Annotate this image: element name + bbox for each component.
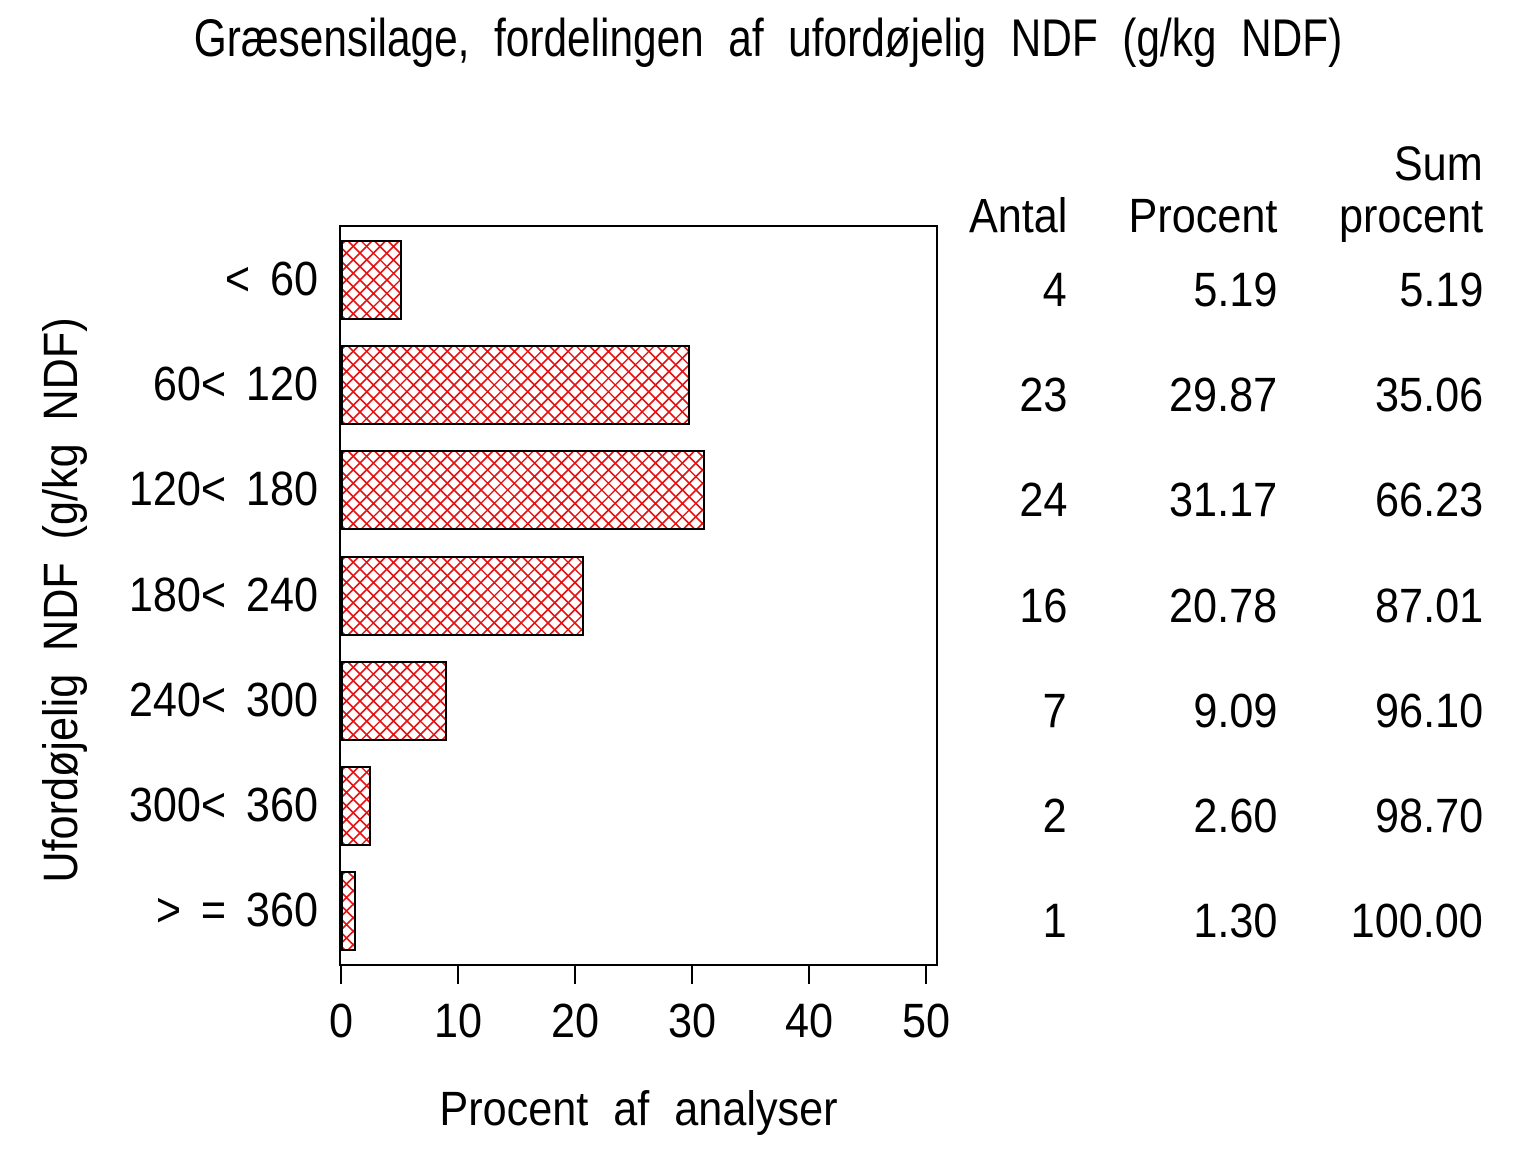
table-cell-sum: 96.10 <box>1374 684 1483 738</box>
x-tick-mark <box>690 966 693 984</box>
table-cell-antal: 1 <box>1042 895 1067 949</box>
bar <box>341 555 584 636</box>
bar <box>341 239 402 320</box>
table-cell-sum: 35.06 <box>1374 368 1483 422</box>
table-cell-antal: 7 <box>1042 684 1067 738</box>
table-cell-sum: 100.00 <box>1350 895 1483 949</box>
category-label: 240< 300 <box>128 673 318 727</box>
x-axis-label: Procent af analyser <box>439 1083 838 1136</box>
category-label: 180< 240 <box>128 568 318 622</box>
table-header-sum-line1: Sum <box>1394 138 1483 191</box>
table-cell-procent: 31.17 <box>1168 474 1277 528</box>
table-cell-procent: 9.09 <box>1192 684 1277 738</box>
bar <box>341 766 372 847</box>
bar <box>341 344 691 425</box>
table-cell-antal: 4 <box>1042 263 1067 317</box>
table-cell-sum: 66.23 <box>1374 474 1483 528</box>
x-tick-label: 40 <box>784 995 833 1048</box>
x-tick-mark <box>340 966 342 984</box>
x-tick-label: 50 <box>901 995 950 1048</box>
category-label: 120< 180 <box>128 463 318 517</box>
table-cell-procent: 5.19 <box>1192 263 1277 317</box>
table-cell-procent: 2.60 <box>1192 790 1277 844</box>
x-tick-label: 10 <box>433 995 482 1048</box>
table-header-antal: Antal <box>968 190 1067 243</box>
x-tick-mark <box>456 966 459 984</box>
x-tick-label: 30 <box>667 995 716 1048</box>
table-cell-antal: 16 <box>1018 579 1067 633</box>
x-tick-mark <box>807 966 810 984</box>
category-label: 300< 360 <box>128 779 318 833</box>
x-tick-label: 0 <box>328 995 354 1048</box>
table-cell-antal: 24 <box>1018 474 1067 528</box>
table-cell-sum: 5.19 <box>1398 263 1483 317</box>
x-tick-label: 20 <box>550 995 599 1048</box>
x-tick-mark <box>573 966 576 984</box>
bar <box>341 871 357 952</box>
table-cell-procent: 20.78 <box>1168 579 1277 633</box>
table-header-sum-line2: procent <box>1338 190 1483 243</box>
bar <box>341 450 706 531</box>
table-cell-antal: 23 <box>1018 368 1067 422</box>
table-cell-sum: 98.70 <box>1374 790 1483 844</box>
chart-title: Græsensilage, fordelingen af ufordøjelig… <box>193 9 1343 68</box>
table-cell-procent: 29.87 <box>1168 368 1277 422</box>
category-label: > = 360 <box>155 884 318 938</box>
table-cell-antal: 2 <box>1042 790 1067 844</box>
bar <box>341 660 448 741</box>
category-label: 60< 120 <box>152 357 318 411</box>
x-tick-mark <box>924 966 927 984</box>
category-label: < 60 <box>224 252 318 306</box>
table-cell-sum: 87.01 <box>1374 579 1483 633</box>
table-header-procent: Procent <box>1128 190 1277 243</box>
table-cell-procent: 1.30 <box>1192 895 1277 949</box>
